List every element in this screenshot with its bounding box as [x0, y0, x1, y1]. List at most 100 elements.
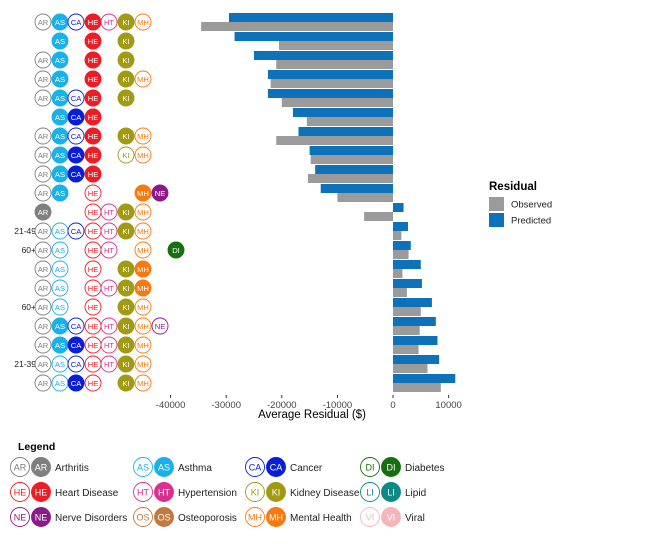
condition-marker-as: AS	[51, 279, 69, 297]
legend-label-observed: Observed	[511, 200, 552, 211]
bar-observed	[393, 231, 402, 240]
bar-predicted	[315, 165, 393, 174]
svg-text:MH: MH	[137, 132, 149, 141]
condition-marker-ca: CA	[67, 222, 85, 240]
condition-marker-he: HE	[84, 127, 102, 145]
condition-marker-ar: AR	[10, 457, 30, 477]
residual-legend-title: Residual	[489, 181, 537, 193]
condition-marker-ki: KI	[117, 32, 135, 50]
condition-marker-ht: HT	[100, 203, 118, 221]
condition-marker-li: LI	[360, 482, 380, 502]
condition-marker-as: AS	[51, 13, 69, 31]
row-age-label: 21-49	[14, 226, 36, 236]
svg-text:HE: HE	[88, 208, 99, 217]
condition-marker-as: AS	[51, 165, 69, 183]
condition-marker-ar: AR	[34, 355, 52, 373]
condition-marker-mh: MH	[134, 260, 152, 278]
bar-observed	[310, 155, 393, 164]
condition-legend-label: Viral	[405, 513, 425, 524]
condition-marker-ki: KI	[117, 203, 135, 221]
bar-predicted	[393, 260, 421, 269]
condition-legend-label: Arthritis	[55, 463, 89, 474]
svg-text:AS: AS	[55, 322, 65, 331]
svg-text:HE: HE	[88, 284, 99, 293]
condition-marker-ar: AR	[34, 165, 52, 183]
condition-marker-os: OS	[154, 507, 174, 527]
x-tick-label: -20000	[267, 400, 297, 411]
condition-marker-he: HE	[84, 374, 102, 392]
condition-marker-mh: MH	[134, 222, 152, 240]
condition-marker-he: HE	[84, 222, 102, 240]
legend-label-predicted: Predicted	[511, 216, 551, 227]
svg-text:CA: CA	[71, 94, 82, 103]
condition-marker-as: AS	[154, 457, 174, 477]
condition-marker-ca: CA	[67, 336, 85, 354]
condition-marker-ca: CA	[67, 374, 85, 392]
svg-text:CA: CA	[71, 341, 82, 350]
svg-text:HE: HE	[88, 37, 99, 46]
condition-marker-he: HE	[84, 279, 102, 297]
condition-marker-mh: MH	[134, 298, 152, 316]
bar-observed	[393, 345, 419, 354]
svg-text:HE: HE	[88, 132, 99, 141]
bar-predicted	[309, 146, 393, 155]
condition-marker-ar: AR	[34, 317, 52, 335]
svg-text:AR: AR	[38, 246, 49, 255]
svg-text:HT: HT	[104, 322, 114, 331]
svg-text:AS: AS	[137, 462, 149, 472]
condition-marker-ne: NE	[151, 317, 169, 335]
condition-marker-mh: MH	[134, 279, 152, 297]
svg-text:DI: DI	[386, 462, 395, 472]
svg-text:AR: AR	[38, 360, 49, 369]
svg-text:AR: AR	[38, 341, 49, 350]
svg-text:HE: HE	[88, 227, 99, 236]
svg-text:AR: AR	[38, 132, 49, 141]
svg-text:KI: KI	[122, 360, 129, 369]
bar-observed	[393, 383, 441, 392]
condition-marker-mh: MH	[134, 355, 152, 373]
condition-marker-as: AS	[51, 89, 69, 107]
condition-marker-mh: MH	[134, 336, 152, 354]
svg-text:MH: MH	[137, 379, 149, 388]
x-tick-label: -40000	[156, 400, 186, 411]
condition-marker-as: AS	[51, 298, 69, 316]
row-age-label: 60+	[22, 302, 36, 312]
svg-text:VI: VI	[387, 512, 396, 522]
bar-predicted	[320, 184, 393, 193]
condition-marker-mh: MH	[134, 374, 152, 392]
condition-marker-he: HE	[84, 165, 102, 183]
condition-marker-ht: HT	[154, 482, 174, 502]
svg-text:AS: AS	[55, 189, 65, 198]
bar-observed	[306, 117, 393, 126]
x-tick-label: 0	[390, 400, 395, 411]
x-tick-label: 10000	[435, 400, 461, 411]
bar-observed	[393, 307, 421, 316]
condition-marker-he: HE	[84, 260, 102, 278]
row-age-label: 21-39	[14, 359, 36, 369]
condition-marker-he: HE	[84, 13, 102, 31]
condition-marker-ki: KI	[117, 260, 135, 278]
condition-marker-ki: KI	[266, 482, 286, 502]
svg-text:CA: CA	[71, 151, 82, 160]
svg-text:KI: KI	[122, 341, 129, 350]
condition-marker-mh: MH	[134, 146, 152, 164]
svg-text:MH: MH	[269, 512, 283, 522]
bar-observed	[364, 212, 393, 221]
condition-marker-ht: HT	[100, 222, 118, 240]
bar-observed	[337, 193, 393, 202]
condition-marker-he: HE	[84, 241, 102, 259]
condition-marker-ki: KI	[117, 127, 135, 145]
svg-text:AS: AS	[55, 227, 65, 236]
condition-marker-ht: HT	[100, 13, 118, 31]
svg-text:MH: MH	[137, 18, 149, 27]
svg-text:AS: AS	[55, 284, 65, 293]
condition-marker-as: AS	[133, 457, 153, 477]
bar-predicted	[267, 89, 393, 98]
svg-text:AR: AR	[38, 227, 49, 236]
svg-text:AR: AR	[38, 322, 49, 331]
condition-marker-mh: MH	[134, 70, 152, 88]
condition-marker-ne: NE	[151, 184, 169, 202]
condition-marker-mh: MH	[134, 184, 152, 202]
svg-text:KI: KI	[122, 37, 129, 46]
condition-marker-ar: AR	[34, 241, 52, 259]
